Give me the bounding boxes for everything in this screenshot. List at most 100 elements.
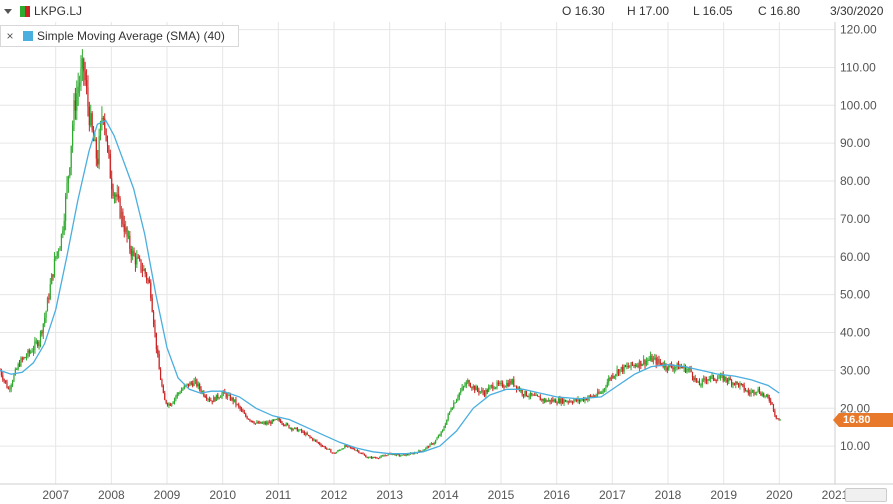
x-tick-label: 2007: [42, 488, 69, 502]
candle-body: [650, 355, 652, 360]
candle-body: [506, 382, 508, 387]
scroll-navigator[interactable]: [845, 488, 887, 502]
candle-body: [527, 395, 529, 397]
candle-body: [300, 429, 303, 432]
candle-body: [461, 387, 463, 391]
candle-body: [95, 139, 97, 159]
indicator-label: Simple Moving Average (SMA) (40): [37, 29, 225, 43]
candle-body: [521, 389, 523, 395]
candle-body: [714, 379, 716, 381]
candle-body: [42, 323, 44, 334]
candle-body: [187, 383, 190, 386]
candle-body: [566, 401, 568, 403]
candle-body: [115, 194, 117, 197]
candle-body: [196, 379, 198, 387]
candle-body: [768, 397, 770, 401]
candle-body: [595, 395, 597, 397]
candle-body: [517, 387, 519, 390]
candle-body: [525, 391, 527, 396]
x-tick-label: 2017: [599, 488, 626, 502]
candle-body: [446, 419, 448, 425]
candle-body: [305, 433, 307, 435]
candle-body: [148, 279, 150, 283]
candle-body: [221, 393, 223, 397]
candle-body: [471, 387, 473, 389]
candle-body: [608, 378, 610, 383]
candle-body: [627, 365, 629, 367]
y-tick-label: 40.00: [840, 326, 870, 340]
x-tick-label: 2021: [822, 488, 849, 502]
y-tick-label: 10.00: [840, 439, 870, 453]
candle-body: [172, 401, 174, 404]
candle-body: [238, 404, 240, 407]
candle-body: [176, 393, 178, 397]
candle-body: [122, 211, 124, 225]
x-tick-label: 2008: [98, 488, 125, 502]
candle-body: [405, 454, 407, 456]
candle-body: [28, 350, 30, 353]
candle-body: [562, 398, 564, 404]
candle-body: [165, 400, 167, 404]
candle-body: [55, 256, 57, 259]
candle-body: [85, 80, 88, 88]
candle-body: [161, 379, 163, 387]
candle-body: [676, 363, 678, 367]
candle-body: [377, 458, 379, 460]
candle-body: [758, 389, 761, 394]
candle-body: [116, 194, 118, 197]
candle-body: [302, 431, 304, 433]
x-tick-label: 2016: [543, 488, 570, 502]
candle-body: [742, 383, 744, 386]
candle-body: [570, 401, 572, 403]
candle-body: [689, 368, 691, 370]
candle-body: [708, 378, 710, 380]
candle-body: [522, 394, 525, 396]
candle-body: [81, 58, 83, 69]
candle-body: [178, 392, 180, 394]
candle-body: [409, 453, 412, 455]
symbol-label: LKPG.LJ: [34, 4, 83, 18]
y-tick-label: 20.00: [840, 401, 870, 415]
candle-body: [319, 442, 321, 445]
candle-body: [754, 392, 756, 394]
candle-body: [226, 395, 229, 398]
candle-body: [69, 167, 71, 177]
candle-body: [250, 420, 252, 422]
candle-body: [166, 403, 169, 406]
candle-body: [592, 395, 594, 397]
candle-body: [260, 421, 262, 424]
y-tick-label: 50.00: [840, 288, 870, 302]
candle-body: [760, 393, 762, 396]
candle-body: [309, 435, 311, 438]
candle-body: [557, 398, 560, 404]
symbol-selector[interactable]: LKPG.LJ: [4, 4, 82, 18]
candle-body: [3, 379, 5, 381]
candle-body: [647, 360, 649, 362]
candle-body: [617, 369, 620, 374]
candle-body: [569, 401, 571, 403]
candle-body: [584, 398, 586, 401]
candle-body: [77, 86, 79, 94]
candle-body: [573, 400, 575, 403]
candle-body: [2, 375, 4, 380]
candle-body: [192, 383, 194, 386]
candle-body: [285, 423, 287, 426]
candle-body: [441, 430, 444, 432]
chevron-down-icon[interactable]: [4, 8, 12, 14]
candle-body: [358, 450, 360, 453]
candle-body: [63, 220, 65, 231]
candle-body: [288, 424, 290, 429]
close-icon[interactable]: ×: [6, 29, 14, 43]
candle-body: [101, 118, 103, 124]
candle-body: [638, 360, 641, 368]
candle-body: [80, 68, 82, 83]
y-tick-label: 100.00: [840, 98, 877, 112]
candle-body: [67, 176, 70, 184]
candle-body: [7, 387, 9, 389]
candle-body: [763, 393, 765, 397]
candle-body: [168, 403, 170, 406]
candle-body: [120, 211, 123, 218]
candle-body: [136, 257, 138, 265]
candle-body: [20, 358, 22, 366]
